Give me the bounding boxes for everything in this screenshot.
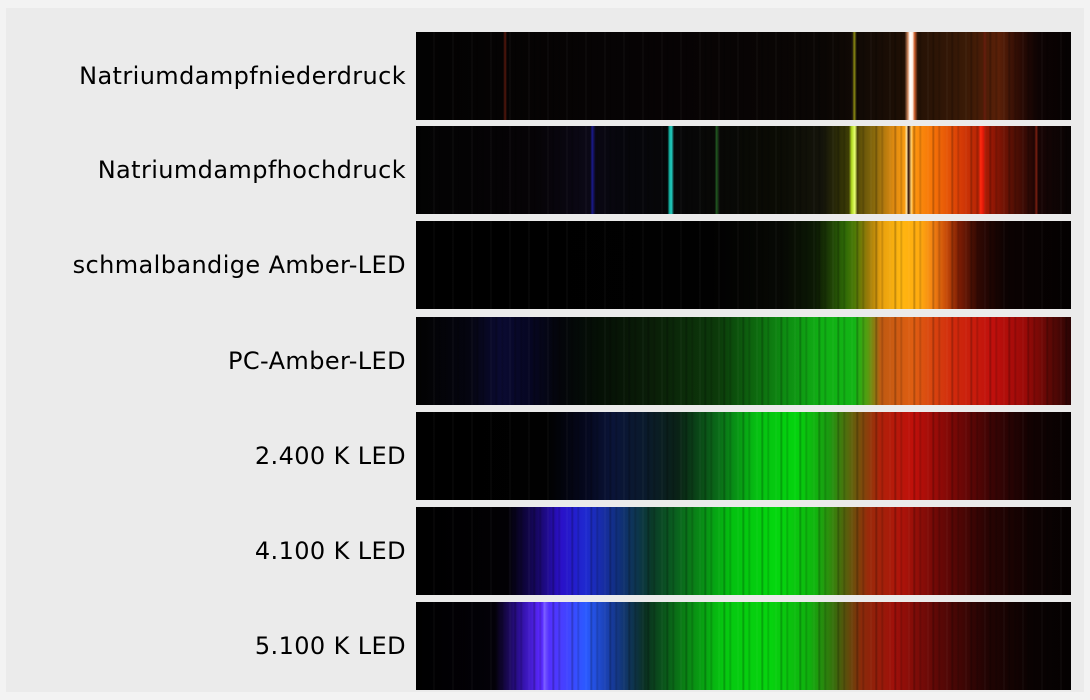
spectrum-label: PC-Amber-LED [6,317,406,405]
spectrum-image [416,126,1071,214]
spectrum-image [416,221,1071,309]
spectrum-image [416,507,1071,595]
spectrum-row: 2.400 K LED [6,412,1084,500]
spectrum-label: Natriumdampfhochdruck [6,126,406,214]
spectrum-image [416,602,1071,690]
spectrum-label: 5.100 K LED [6,602,406,690]
spectrum-label: 2.400 K LED [6,412,406,500]
spectrum-row: Natriumdampfniederdruck [6,32,1084,120]
spectrum-image [416,412,1071,500]
spectrum-row: Natriumdampfhochdruck [6,126,1084,214]
spectrum-label: Natriumdampfniederdruck [6,32,406,120]
spectrum-image [416,317,1071,405]
spectrum-label: 4.100 K LED [6,507,406,595]
spectrum-row: 5.100 K LED [6,602,1084,690]
spectrum-row: schmalbandige Amber-LED [6,221,1084,309]
spectrum-label: schmalbandige Amber-LED [6,221,406,309]
spectra-figure: Natriumdampfniederdruck Natriumdampfhoch… [6,8,1084,692]
spectrum-image [416,32,1071,120]
spectrum-row: 4.100 K LED [6,507,1084,595]
spectrum-row: PC-Amber-LED [6,317,1084,405]
